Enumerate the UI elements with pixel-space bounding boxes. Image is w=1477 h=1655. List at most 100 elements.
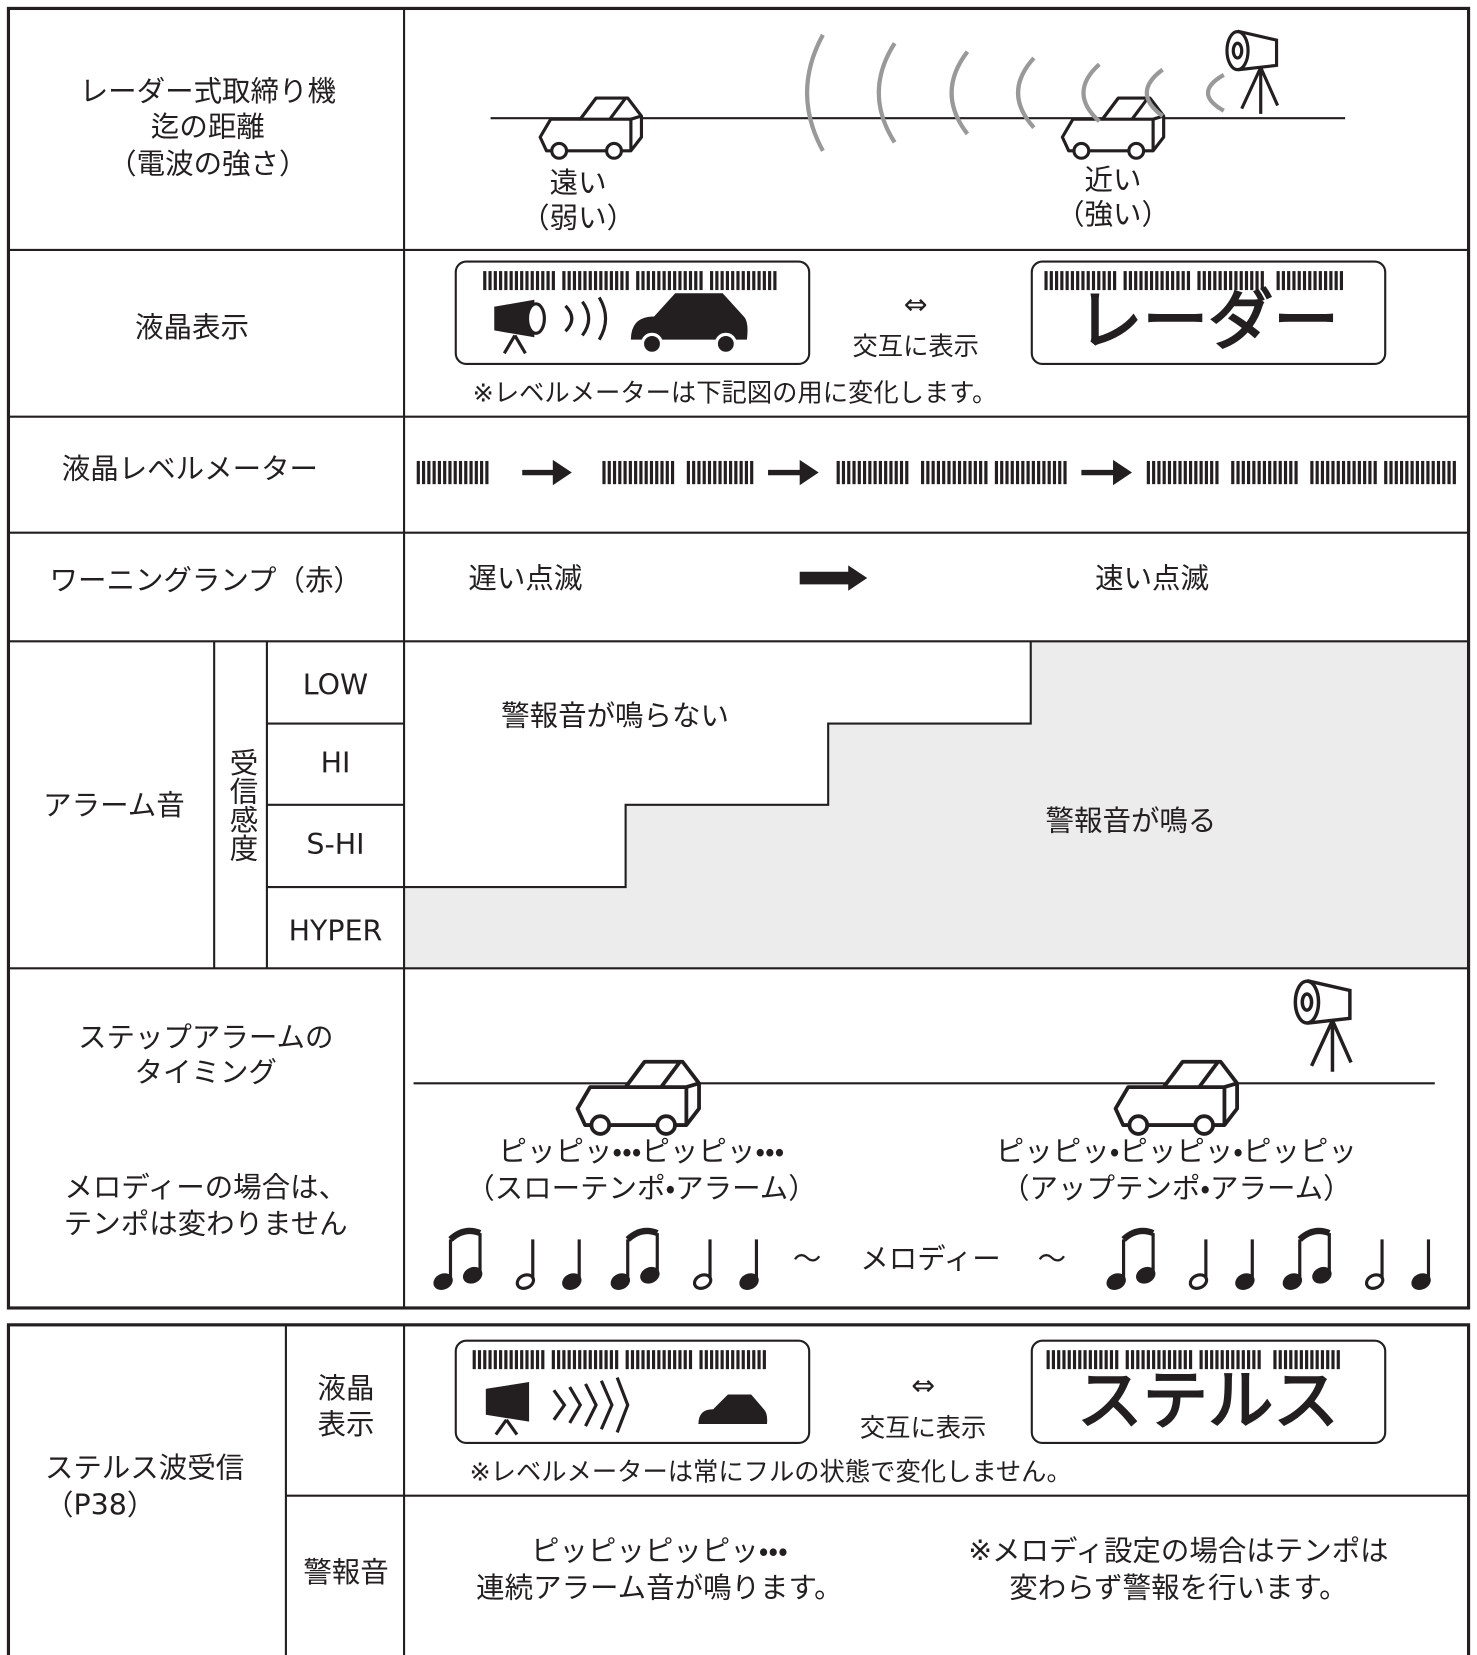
meter-bar [952, 460, 956, 485]
meter-bar [1152, 1350, 1156, 1370]
tilde: ～ [793, 1243, 821, 1276]
meter-bar [1310, 1350, 1314, 1370]
meter-bar [578, 271, 582, 291]
meter-bar [1373, 460, 1377, 485]
meter-bar [692, 460, 696, 485]
meter-bar [694, 271, 698, 291]
meter-bar [1260, 271, 1264, 291]
meter-bar [899, 460, 904, 485]
meter-bar [1015, 460, 1020, 485]
meter-bar [710, 1350, 714, 1370]
meter-bar [1157, 1350, 1161, 1370]
meter-bar [1336, 460, 1340, 485]
meter-bar [493, 1350, 497, 1370]
lcd-wave [597, 296, 608, 341]
meter-bar [739, 460, 743, 485]
label: （電波の強さ） [108, 148, 307, 181]
sensitivity: 受信感度 [226, 748, 259, 862]
arrow: ⇔ [904, 288, 928, 321]
meter-bar [1320, 1350, 1325, 1370]
meter-bar [604, 271, 608, 291]
meter-bar [1060, 271, 1064, 291]
wave [876, 42, 897, 144]
meter-bar [623, 460, 627, 485]
meter-bar [746, 271, 751, 291]
meter-bar [1070, 271, 1074, 291]
lcd-wave [552, 1389, 567, 1421]
meter-bar [1052, 460, 1057, 485]
lcd-lens [525, 302, 546, 335]
meter-bar [1268, 460, 1272, 485]
meter-bar [744, 460, 748, 485]
meter-bar [1162, 460, 1166, 485]
meter-bar [1134, 271, 1138, 291]
meter-bar [1130, 1350, 1135, 1370]
meter-bar [1144, 271, 1148, 291]
meter-bar [530, 1350, 534, 1370]
meter-bar [1320, 460, 1325, 485]
level-meter [1146, 460, 1456, 485]
meter-bar [1410, 460, 1414, 485]
meter-bar [1244, 271, 1249, 291]
meter-bar [1146, 460, 1150, 485]
meter-bar [1452, 460, 1456, 485]
camera-lens [1300, 992, 1314, 1012]
meter-bar [646, 271, 650, 291]
meter-bar [1278, 1350, 1282, 1370]
wheel [1127, 1114, 1150, 1136]
car [1060, 96, 1166, 160]
note-beam [1297, 1227, 1331, 1242]
meter-bar [458, 460, 463, 485]
level: HYPER [289, 914, 383, 947]
car [538, 96, 644, 160]
meter-bar [427, 460, 431, 485]
label: レーダー式取締り機 [80, 75, 336, 108]
note: テンポは変わりません [64, 1208, 348, 1241]
meter-bar [1058, 460, 1062, 485]
arrow-head [799, 459, 819, 486]
meter-bar [1104, 1350, 1108, 1370]
arrow-head [1113, 459, 1133, 486]
alarm-step [404, 641, 1032, 889]
meter-bar [1165, 271, 1169, 291]
meter-bar [416, 460, 420, 485]
meter-bar [1021, 460, 1025, 485]
meter-bar [1181, 271, 1185, 291]
meter-bar [688, 271, 693, 291]
meter-bar [720, 271, 724, 291]
meter-bar [683, 1350, 687, 1370]
alternate: 交互に表示 [860, 1413, 987, 1442]
meter-bar [1107, 271, 1111, 291]
meter-bar [546, 271, 550, 291]
meter-bar [1341, 460, 1346, 485]
meter-bar [609, 1350, 613, 1370]
meter-bar [1146, 1350, 1150, 1370]
music-note [1235, 1239, 1255, 1290]
meter-bar [593, 1350, 598, 1370]
meter-bar [1241, 460, 1245, 485]
meter-bar [488, 1350, 492, 1370]
meter-bar [1231, 460, 1235, 485]
meter-bar [1046, 1350, 1050, 1370]
meter-bar [1273, 1350, 1277, 1370]
meter-bar [947, 460, 951, 485]
meter-bar [931, 460, 935, 485]
music-note [1411, 1239, 1431, 1290]
meter-bar [572, 1350, 577, 1370]
meter-bar [973, 460, 977, 485]
meter-bar [464, 460, 468, 485]
meter-bar [572, 271, 577, 291]
meter-bar [1318, 271, 1322, 291]
music-note [610, 1227, 660, 1290]
meter-bar [673, 1350, 677, 1370]
meter-bar [1051, 1350, 1055, 1370]
meter-bar [1276, 271, 1280, 291]
car-roof [1162, 1060, 1238, 1126]
meter-bar [1247, 460, 1251, 485]
meter-bar [1294, 460, 1298, 485]
meter-bar [1160, 271, 1164, 291]
meter-bar [715, 271, 719, 291]
label: ステルス波受信 [45, 1451, 244, 1484]
meter-bar [1326, 460, 1330, 485]
